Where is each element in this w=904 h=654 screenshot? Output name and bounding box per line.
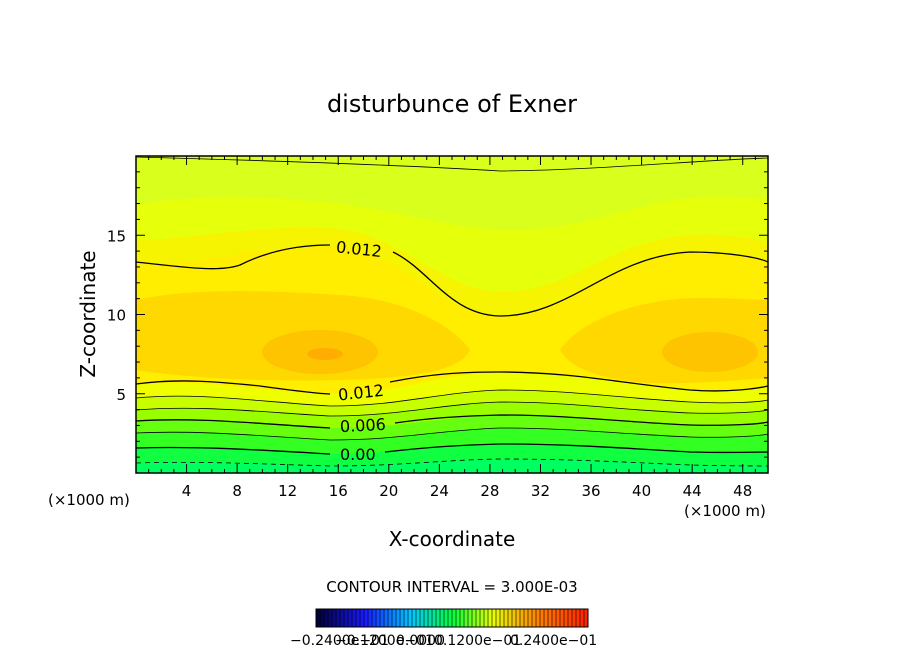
x-tick-label: 12 [278, 482, 297, 500]
colorbar-label: 0.1200e−01 [434, 633, 521, 649]
x-tick-label: 20 [379, 482, 398, 500]
x-tick-label: 36 [581, 482, 600, 500]
y-tick-label: 10 [107, 307, 126, 325]
contour-thin-2 [136, 401, 768, 417]
max-left-inner [307, 348, 343, 360]
contour-interval-text: CONTOUR INTERVAL = 3.000E-03 [326, 578, 577, 596]
contour-top-thin [136, 156, 768, 172]
x-tick-labels: 4 8 12 16 20 24 28 32 36 40 44 48 [182, 482, 752, 500]
x-tick-label: 24 [430, 482, 449, 500]
x-tick-label: 48 [733, 482, 752, 500]
x-tick-label: 40 [632, 482, 651, 500]
plot-area [136, 156, 768, 473]
x-tick-label: 28 [480, 482, 499, 500]
x-unit-label: (×1000 m) [684, 502, 766, 520]
x-tick-label: 32 [531, 482, 550, 500]
x-tick-label: 44 [683, 482, 702, 500]
y-unit-label: (×1000 m) [48, 491, 130, 509]
x-tick-label: 4 [182, 482, 192, 500]
chart-title: disturbunce of Exner [327, 90, 577, 118]
max-right-outer [662, 332, 758, 372]
contour-thin-1 [136, 389, 768, 407]
y-axis-label: Z-coordinate [76, 250, 100, 377]
colorbar-label: −0.1200e−01 [335, 633, 434, 649]
x-axis-label: X-coordinate [389, 527, 516, 551]
contour-label: 0.012 [335, 237, 383, 261]
contour-zero [136, 443, 768, 455]
contour-lower-0012 [136, 371, 768, 395]
contour-labels: 0.012 0.012 0.006 0.00 [335, 237, 386, 464]
contour-label: 0.00 [340, 445, 376, 464]
contour-negative [136, 458, 768, 467]
colorbar-label: −0.2400e−01 [290, 633, 389, 649]
x-tick-label: 16 [329, 482, 348, 500]
colorbar [315, 608, 589, 628]
y-tick-label: 5 [116, 386, 126, 404]
colorbar-label: 0.2400e−01 [510, 633, 597, 649]
colorbar-labels: −0.2400e−01 −0.1200e−01 0.0000 0.1200e−0… [290, 633, 597, 649]
contour-label: 0.006 [340, 415, 387, 436]
contour-label: 0.012 [337, 381, 385, 405]
y-tick-labels: 5 10 15 [107, 227, 126, 404]
axis-ticks [135, 155, 769, 474]
x-tick-label: 8 [232, 482, 242, 500]
y-tick-label: 15 [107, 227, 126, 245]
contour-thin-3 [136, 427, 768, 441]
contour-upper-0012 [136, 244, 768, 317]
colorbar-label: 0.0000 [396, 633, 445, 649]
contour-0006 [136, 414, 768, 429]
band-low-7 [136, 459, 768, 473]
